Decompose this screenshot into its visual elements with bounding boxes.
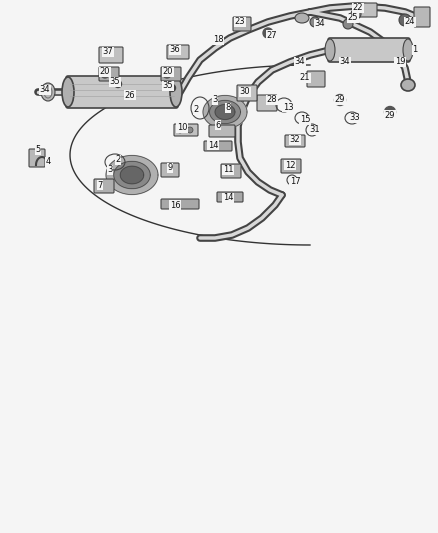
FancyBboxPatch shape	[328, 38, 410, 62]
Text: 1: 1	[412, 45, 417, 54]
FancyBboxPatch shape	[414, 7, 430, 27]
Ellipse shape	[403, 39, 413, 61]
Text: 28: 28	[267, 95, 277, 104]
Text: 19: 19	[395, 58, 405, 67]
Ellipse shape	[41, 83, 55, 101]
Circle shape	[263, 28, 273, 38]
Text: 2: 2	[193, 106, 198, 115]
FancyBboxPatch shape	[161, 199, 199, 209]
FancyBboxPatch shape	[66, 76, 178, 108]
Text: 36: 36	[170, 45, 180, 54]
FancyBboxPatch shape	[161, 67, 181, 81]
Circle shape	[163, 70, 171, 78]
FancyBboxPatch shape	[209, 125, 235, 137]
Text: 22: 22	[353, 4, 363, 12]
Text: 7: 7	[97, 181, 102, 190]
Polygon shape	[210, 100, 240, 124]
Polygon shape	[120, 166, 144, 184]
Text: 18: 18	[213, 36, 223, 44]
FancyBboxPatch shape	[285, 135, 305, 147]
Text: 17: 17	[290, 177, 300, 187]
Text: 29: 29	[385, 110, 395, 119]
Text: 15: 15	[300, 116, 310, 125]
Text: 26: 26	[125, 91, 135, 100]
Text: 35: 35	[162, 82, 173, 91]
FancyBboxPatch shape	[161, 163, 179, 177]
Circle shape	[101, 70, 109, 78]
FancyBboxPatch shape	[167, 45, 189, 59]
Text: 35: 35	[110, 77, 120, 86]
Text: 37: 37	[102, 47, 113, 56]
Circle shape	[385, 107, 396, 117]
Text: 25: 25	[348, 13, 358, 22]
Circle shape	[343, 19, 353, 29]
FancyBboxPatch shape	[217, 192, 243, 202]
FancyBboxPatch shape	[307, 71, 325, 87]
Text: 27: 27	[267, 30, 277, 39]
Circle shape	[399, 14, 411, 26]
Text: 20: 20	[163, 68, 173, 77]
Polygon shape	[114, 161, 150, 189]
Text: 23: 23	[235, 18, 245, 27]
Text: 24: 24	[405, 18, 415, 27]
Text: 11: 11	[223, 166, 233, 174]
Text: 8: 8	[225, 103, 231, 112]
Circle shape	[335, 94, 346, 106]
Ellipse shape	[295, 13, 309, 23]
Polygon shape	[203, 95, 247, 128]
Ellipse shape	[325, 39, 335, 61]
FancyBboxPatch shape	[204, 141, 232, 151]
FancyBboxPatch shape	[357, 3, 377, 17]
FancyBboxPatch shape	[99, 47, 123, 63]
FancyBboxPatch shape	[221, 164, 241, 178]
Circle shape	[177, 127, 183, 133]
Ellipse shape	[170, 77, 182, 107]
Text: 30: 30	[240, 87, 250, 96]
Text: 10: 10	[177, 124, 187, 133]
Text: 20: 20	[100, 68, 110, 77]
FancyBboxPatch shape	[99, 67, 119, 81]
Text: 32: 32	[290, 135, 300, 144]
Text: 14: 14	[208, 141, 218, 149]
Text: 34: 34	[40, 85, 50, 94]
FancyBboxPatch shape	[257, 95, 277, 111]
Circle shape	[351, 9, 361, 19]
Text: 3: 3	[107, 166, 113, 174]
FancyBboxPatch shape	[29, 149, 45, 167]
Text: 13: 13	[283, 102, 293, 111]
Text: 12: 12	[285, 160, 295, 169]
Text: 34: 34	[295, 58, 305, 67]
Ellipse shape	[62, 77, 74, 107]
FancyBboxPatch shape	[174, 124, 198, 136]
Text: 31: 31	[310, 125, 320, 134]
Text: 34: 34	[340, 58, 350, 67]
Text: 6: 6	[215, 120, 221, 130]
Text: 29: 29	[335, 95, 345, 104]
FancyBboxPatch shape	[94, 179, 114, 193]
FancyBboxPatch shape	[281, 159, 301, 173]
Circle shape	[310, 17, 320, 27]
FancyBboxPatch shape	[233, 17, 251, 31]
FancyBboxPatch shape	[237, 85, 257, 101]
Text: 33: 33	[350, 114, 360, 123]
Text: 14: 14	[223, 193, 233, 203]
Ellipse shape	[401, 79, 415, 91]
Text: 21: 21	[300, 74, 310, 83]
Circle shape	[169, 85, 176, 92]
Text: 5: 5	[35, 146, 41, 155]
Text: 9: 9	[167, 164, 173, 173]
Text: 2: 2	[115, 156, 120, 165]
Polygon shape	[215, 104, 235, 119]
Circle shape	[114, 80, 121, 87]
Polygon shape	[106, 156, 158, 195]
Text: 4: 4	[46, 157, 51, 166]
Circle shape	[187, 127, 193, 133]
Text: 16: 16	[170, 200, 180, 209]
Text: 3: 3	[212, 95, 218, 104]
Text: 34: 34	[314, 20, 325, 28]
